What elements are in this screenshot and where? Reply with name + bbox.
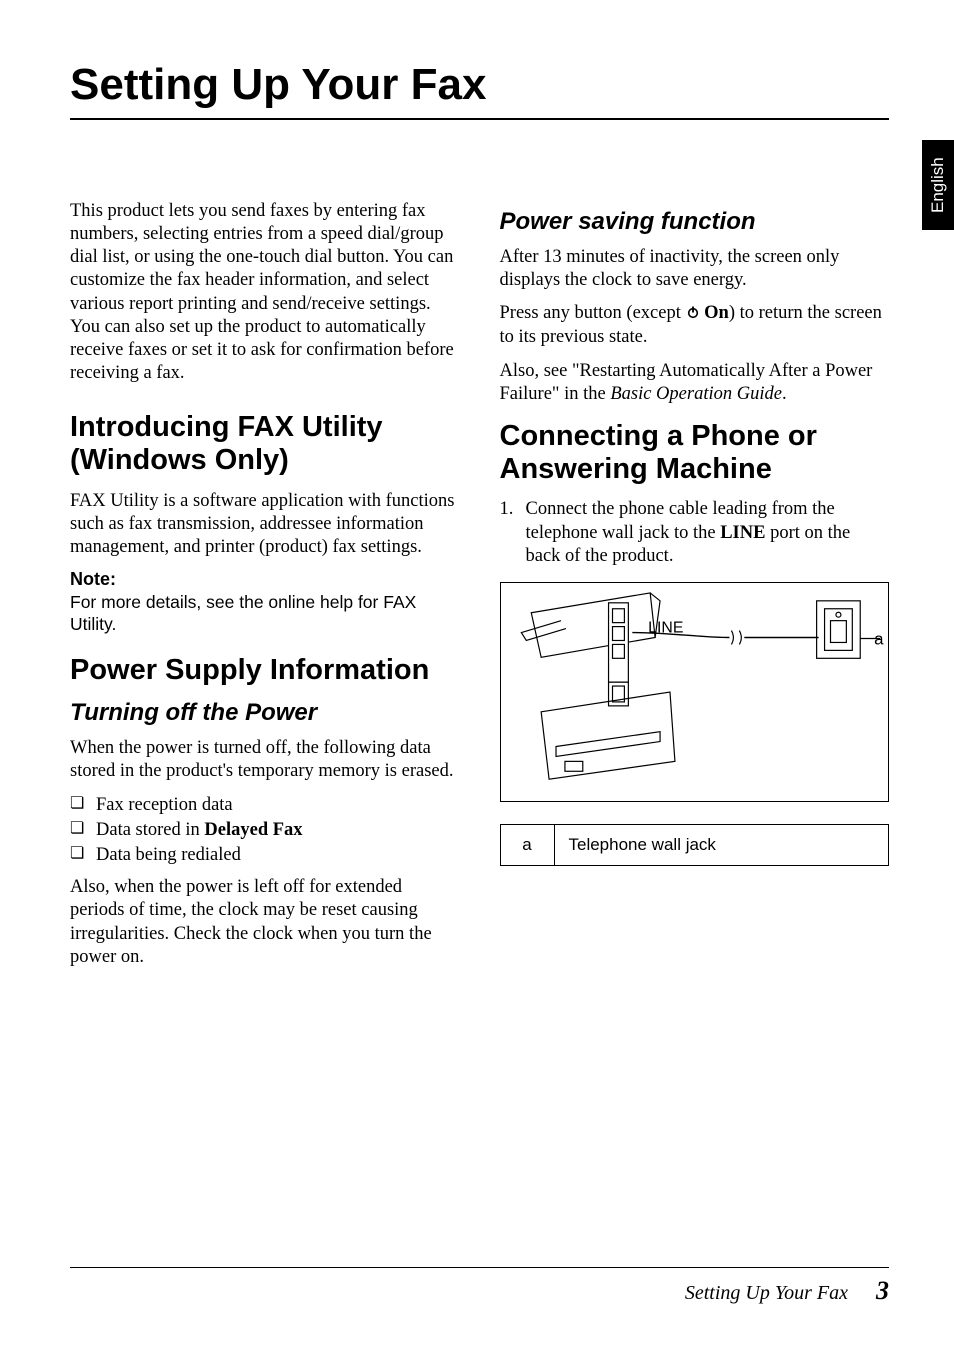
content-columns: This product lets you send faxes by ente… [70, 200, 889, 979]
fax-utility-body: FAX Utility is a software application wi… [70, 490, 460, 559]
power-saving-p1: After 13 minutes of inactivity, the scre… [500, 246, 890, 292]
list-item: Data being redialed [70, 843, 460, 868]
language-tab: English [922, 140, 954, 230]
section-power-supply-title: Power Supply Information [70, 654, 460, 687]
step-number: 1. [500, 498, 514, 521]
section-fax-utility-title: Introducing FAX Utility (Windows Only) [70, 411, 460, 478]
diagram-callout-a: a [874, 629, 884, 648]
ps-p2-bold: On [704, 303, 729, 323]
sub-power-saving-title: Power saving function [500, 208, 890, 236]
list-item: Data stored in Delayed Fax [70, 818, 460, 843]
legend-value: Telephone wall jack [555, 825, 889, 865]
step-item: 1. Connect the phone cable leading from … [500, 498, 890, 567]
connection-diagram: LINE a [500, 582, 890, 802]
note-label: Note: [70, 569, 460, 590]
intro-paragraph: This product lets you send faxes by ente… [70, 200, 460, 385]
power-saving-p3: Also, see "Restarting Automatically Afte… [500, 360, 890, 406]
footer-page-number: 3 [876, 1276, 889, 1306]
section-connecting-title: Connecting a Phone or Answering Machine [500, 420, 890, 487]
left-column: This product lets you send faxes by ente… [70, 200, 460, 979]
right-column: Power saving function After 13 minutes o… [500, 200, 890, 979]
list-item: Fax reception data [70, 793, 460, 818]
list-bold: Delayed Fax [204, 820, 302, 840]
diagram-line-label: LINE [648, 619, 683, 636]
erased-data-list: Fax reception data Data stored in Delaye… [70, 793, 460, 868]
sub-turning-off-title: Turning off the Power [70, 699, 460, 727]
ps-p3-it: Basic Operation Guide [610, 384, 782, 404]
step-bold: LINE [720, 523, 765, 543]
list-text: Fax reception data [96, 795, 233, 815]
list-text: Data being redialed [96, 845, 241, 865]
chapter-title: Setting Up Your Fax [70, 60, 889, 120]
turning-off-after: Also, when the power is left off for ext… [70, 876, 460, 969]
turning-off-body: When the power is turned off, the follow… [70, 737, 460, 783]
list-text: Data stored in [96, 820, 204, 840]
footer-title: Setting Up Your Fax [685, 1282, 848, 1305]
ps-p3-post: . [782, 384, 787, 404]
note-body: For more details, see the online help fo… [70, 592, 460, 636]
ps-p2-pre: Press any button (except [500, 303, 686, 323]
power-icon [686, 303, 700, 326]
legend-key: a [501, 825, 555, 865]
page-footer: Setting Up Your Fax 3 [70, 1267, 889, 1306]
power-saving-p2: Press any button (except On) to return t… [500, 302, 890, 349]
diagram-legend: a Telephone wall jack [500, 824, 890, 866]
connecting-steps: 1. Connect the phone cable leading from … [500, 498, 890, 567]
